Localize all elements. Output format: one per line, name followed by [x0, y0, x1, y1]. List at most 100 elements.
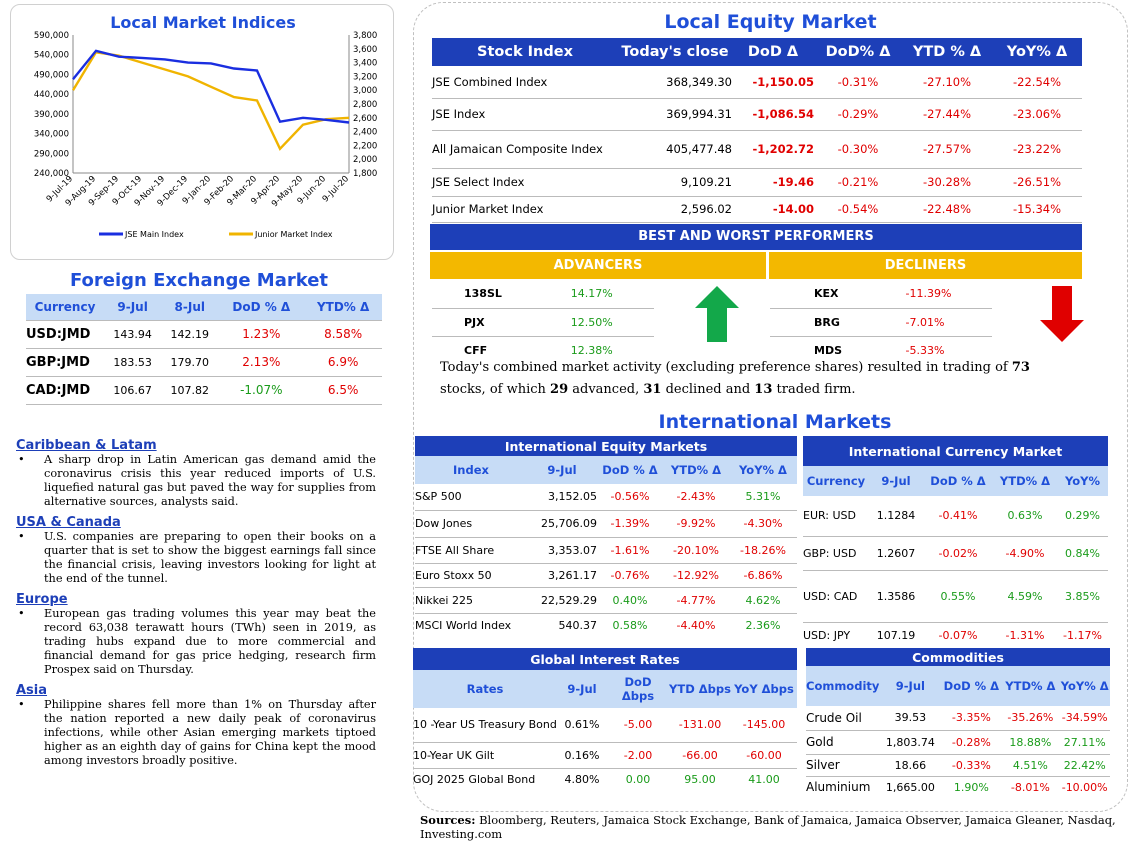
- fx-col-today: 9-Jul: [104, 294, 162, 321]
- right-axis-ticks: 3,800 3,600 3,400 3,200 3,000 2,800 2,600 2,400…: [353, 31, 377, 179]
- commodities-header-row: Commodity 9-Jul DoD % Δ YTD% Δ YoY% Δ: [806, 666, 1110, 706]
- advancer-symbol: PJX: [464, 315, 485, 329]
- fx-col-currency: Currency: [26, 294, 104, 321]
- intl-cur-title: International Currency Market: [848, 443, 1063, 459]
- fx-row: CAD:JMD 106.67 107.82 -1.07% 6.5%: [26, 376, 382, 405]
- left-tick-label: 540,000: [34, 51, 69, 61]
- eq-col-ytd: YTD % Δ: [912, 44, 982, 60]
- eq-ytd: -22.48%: [902, 196, 992, 223]
- advancer-pct: 12.38%: [570, 343, 613, 357]
- news-item-caribbean: A sharp drop in Latin American gas deman…: [16, 453, 376, 509]
- fx-today: 143.94: [104, 320, 162, 349]
- eq-close: 368,349.30: [618, 66, 732, 99]
- commodities-table: Commodities Commodity 9-Jul DoD % Δ YTD%…: [806, 648, 1110, 798]
- news-item-usa: U.S. companies are preparing to open the…: [16, 530, 376, 586]
- eq-name: JSE Combined Index: [432, 66, 618, 99]
- advancer-row: 138SL 14.17%: [432, 280, 654, 308]
- right-tick-label: 2,000: [353, 155, 377, 165]
- fx-today: 106.67: [104, 376, 162, 405]
- eq-close: 369,994.31: [618, 98, 732, 131]
- advancer-row: CFF 12.38%: [432, 336, 654, 364]
- left-tick-label: 340,000: [34, 130, 69, 140]
- fx-prev: 107.82: [161, 376, 219, 405]
- right-tick-label: 3,200: [353, 72, 377, 82]
- advancer-symbol: CFF: [464, 343, 488, 357]
- advancer-pct: 12.50%: [570, 315, 613, 329]
- intl-cur-header-row: Currency 9-Jul DoD % Δ YTD% Δ YoY%: [803, 466, 1108, 496]
- fx-today: 183.53: [104, 348, 162, 377]
- summary-text: advanced,: [568, 382, 644, 397]
- equity-row: JSE Select Index 9,109.21 -19.46 -0.21% …: [432, 168, 1082, 197]
- fx-prev: 142.19: [161, 320, 219, 349]
- intl-equity-table: International Equity Markets Index 9-Jul…: [415, 436, 797, 637]
- fx-ytd: 8.58%: [304, 320, 382, 349]
- eq-name: JSE Index: [432, 98, 618, 131]
- decliner-pct: -5.33%: [905, 343, 945, 357]
- eq-dodpct: -0.21%: [814, 168, 902, 197]
- commodity-row: Crude Oil 39.53 -3.35% -35.26% -34.59%: [806, 706, 1110, 730]
- right-tick-label: 2,400: [353, 128, 377, 138]
- eq-name: All Jamaican Composite Index: [432, 130, 618, 169]
- intl-eq-col-yoy: YoY% Δ: [739, 463, 787, 477]
- right-tick-label: 3,400: [353, 59, 377, 69]
- performers-title: BEST AND WORST PERFORMERS: [430, 224, 1082, 250]
- advancer-symbol: 138SL: [464, 287, 502, 301]
- summary-declined: 31: [643, 382, 662, 397]
- eq-dodpct: -0.30%: [814, 130, 902, 169]
- summary-text: traded firm.: [772, 382, 856, 397]
- up-arrow-icon: [695, 286, 739, 342]
- decliner-row: BRG -7.01%: [770, 308, 992, 336]
- left-tick-label: 390,000: [34, 110, 69, 120]
- rates-table: Global Interest Rates Rates 9-Jul DoD Δb…: [413, 648, 797, 790]
- eq-name: Junior Market Index: [432, 196, 618, 223]
- legend-main-label: JSE Main Index: [124, 230, 184, 239]
- right-tick-label: 3,600: [353, 45, 377, 55]
- fx-currency: GBP:JMD: [26, 348, 104, 377]
- fx-dod: 2.13%: [218, 348, 305, 377]
- rates-title-row: Global Interest Rates: [413, 648, 797, 670]
- equity-title: Local Equity Market: [664, 11, 877, 33]
- intl-cur-row: GBP: USD 1.2607 -0.02% -4.90% 0.84%: [803, 536, 1108, 570]
- equity-row: Junior Market Index 2,596.02 -14.00 -0.5…: [432, 196, 1082, 223]
- indices-line-chart: 590,000 540,000 490,000 440,000 390,000 340,0…: [34, 31, 378, 239]
- local-indices-chart-box: Local Market Indices 590,000 540,000 490,0…: [10, 4, 394, 260]
- commodities-title-row: Commodities: [806, 648, 1110, 666]
- summary-text: Today's combined market activity (exclud…: [440, 360, 1012, 375]
- intl-eq-header-row: Index 9-Jul DoD % Δ YTD% Δ YoY% Δ: [415, 456, 797, 484]
- advancer-row: PJX 12.50%: [432, 308, 654, 336]
- market-summary: Today's combined market activity (exclud…: [440, 357, 1070, 401]
- eq-dod: -19.46: [732, 168, 814, 197]
- right-tick-label: 3,800: [353, 31, 377, 41]
- intl-cur-title-row: International Currency Market: [803, 436, 1108, 466]
- legend-junior-label: Junior Market Index: [254, 230, 333, 239]
- right-tick-label: 1,800: [353, 169, 377, 179]
- fx-ytd: 6.9%: [304, 348, 382, 377]
- intl-cur-row: USD: JPY 107.19 -0.07% -1.31% -1.17%: [803, 628, 1102, 642]
- decliner-pct: -7.01%: [905, 315, 945, 329]
- left-tick-label: 590,000: [34, 31, 69, 41]
- commodity-row: Gold 1,803.74 -0.28% 18.88% 27.11%: [806, 730, 1110, 754]
- eq-dod: -1,086.54: [732, 98, 814, 131]
- right-tick-label: 3,000: [353, 86, 377, 96]
- advancers-table: 138SL 14.17% PJX 12.50% CFF 12.38%: [432, 280, 654, 364]
- right-tick-label: 2,800: [353, 100, 377, 110]
- left-tick-label: 490,000: [34, 70, 69, 80]
- intl-title: International Markets: [658, 411, 892, 433]
- eq-ytd: -27.44%: [902, 98, 992, 131]
- decliner-symbol: MDS: [814, 343, 842, 357]
- left-tick-label: 290,000: [34, 149, 69, 159]
- decliner-symbol: BRG: [814, 315, 840, 329]
- intl-eq-col-date: 9-Jul: [547, 463, 577, 477]
- intl-currency-table: International Currency Market Currency 9…: [803, 436, 1108, 648]
- eq-yoy: -15.34%: [992, 196, 1082, 223]
- commodities-title: Commodities: [912, 649, 1004, 665]
- equity-header-row: Stock Index Today's close DoD Δ DoD% Δ Y…: [432, 38, 1082, 66]
- intl-eq-col-ytd: YTD% Δ: [670, 463, 722, 477]
- fx-ytd: 6.5%: [304, 376, 382, 405]
- eq-col-close: Today's close: [621, 44, 729, 60]
- intl-eq-col-index: Index: [453, 463, 489, 477]
- intl-eq-title: International Equity Markets: [504, 438, 708, 454]
- news-section: Caribbean & Latam A sharp drop in Latin …: [16, 432, 376, 768]
- news-item-europe: European gas trading volumes this year m…: [16, 607, 376, 677]
- intl-eq-col-dod: DoD % Δ: [602, 463, 658, 477]
